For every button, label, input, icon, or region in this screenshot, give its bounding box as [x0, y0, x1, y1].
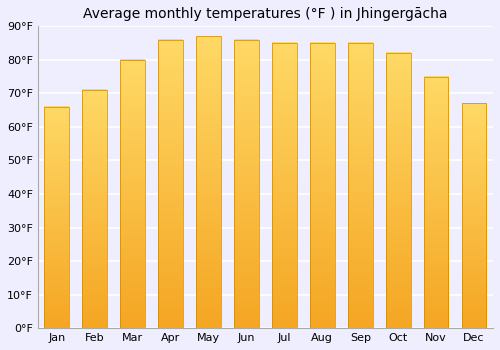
Bar — [272, 43, 296, 328]
Bar — [424, 77, 448, 328]
Bar — [462, 104, 486, 328]
Bar — [82, 90, 107, 328]
Bar — [234, 40, 259, 328]
Bar — [158, 40, 183, 328]
Title: Average monthly temperatures (°F ) in Jhingergācha: Average monthly temperatures (°F ) in Jh… — [83, 7, 448, 21]
Bar — [120, 60, 145, 328]
Bar — [196, 36, 221, 328]
Bar — [386, 53, 410, 328]
Bar — [310, 43, 334, 328]
Bar — [44, 107, 69, 328]
Bar — [348, 43, 372, 328]
